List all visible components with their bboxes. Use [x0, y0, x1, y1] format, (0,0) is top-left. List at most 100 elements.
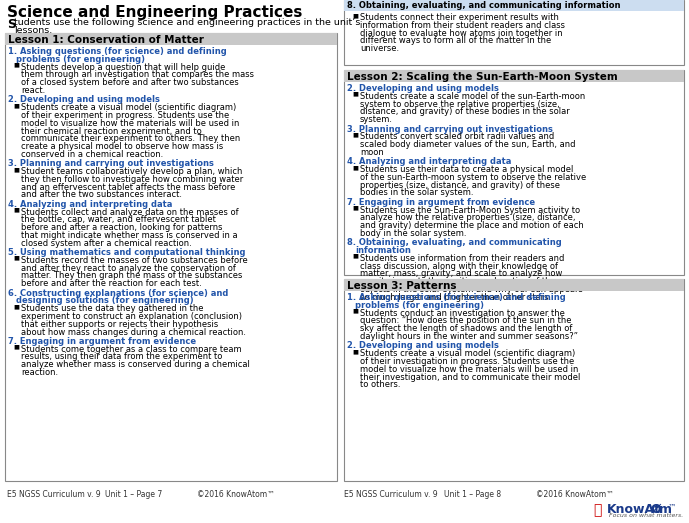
Text: ■: ■	[352, 206, 358, 210]
Text: Students convert scaled orbit radii values and: Students convert scaled orbit radii valu…	[360, 132, 554, 141]
Text: so much larger and brighter than other stars.: so much larger and brighter than other s…	[360, 293, 551, 302]
Text: create a physical model to observe how mass is: create a physical model to observe how m…	[21, 142, 223, 151]
Text: 6. Constructing explanations (for science) and: 6. Constructing explanations (for scienc…	[8, 289, 228, 298]
Text: gravity impacts the position and motion of the: gravity impacts the position and motion …	[360, 277, 556, 286]
Text: problems (for engineering): problems (for engineering)	[16, 55, 145, 64]
Text: and an effervescent tablet affects the mass before: and an effervescent tablet affects the m…	[21, 183, 236, 191]
Text: matter, mass, gravity, and scale to analyze how: matter, mass, gravity, and scale to anal…	[360, 269, 562, 278]
Text: 7. Engaging in argument from evidence: 7. Engaging in argument from evidence	[347, 198, 535, 207]
Text: Science and Engineering Practices: Science and Engineering Practices	[7, 5, 302, 20]
Text: S: S	[7, 18, 16, 31]
Text: 8. Obtaining, evaluating, and communicating: 8. Obtaining, evaluating, and communicat…	[347, 238, 562, 247]
Text: about how mass changes during a chemical reaction.: about how mass changes during a chemical…	[21, 327, 246, 336]
Text: of a closed system before and after two substances: of a closed system before and after two …	[21, 78, 239, 87]
Text: ©2016 KnowAtom™: ©2016 KnowAtom™	[197, 490, 275, 499]
Text: react.: react.	[21, 86, 45, 95]
Text: 8. Obtaining, evaluating, and communicating information: 8. Obtaining, evaluating, and communicat…	[347, 2, 621, 10]
Text: the bottle, cap, water, and effervescent tablet: the bottle, cap, water, and effervescent…	[21, 215, 216, 224]
Text: analyze whether mass is conserved during a chemical: analyze whether mass is conserved during…	[21, 360, 250, 369]
Text: moon: moon	[360, 148, 384, 157]
Text: ■: ■	[13, 304, 19, 309]
Text: Students collect and analyze data on the masses of: Students collect and analyze data on the…	[21, 208, 238, 217]
Text: Students use the Sun-Earth-Moon System activity to: Students use the Sun-Earth-Moon System a…	[360, 206, 580, 214]
Text: ■: ■	[352, 92, 358, 97]
Text: scaled body diameter values of the sun, Earth, and: scaled body diameter values of the sun, …	[360, 140, 575, 149]
Text: of their investigation in progress. Students use the: of their investigation in progress. Stud…	[360, 357, 574, 366]
Text: body in the solar system.: body in the solar system.	[360, 229, 466, 238]
Text: Unit 1 – Page 8: Unit 1 – Page 8	[444, 490, 501, 499]
Text: ■: ■	[13, 167, 19, 172]
Text: 2. Developing and using models: 2. Developing and using models	[8, 95, 160, 104]
Text: ■: ■	[352, 349, 358, 354]
Text: they then follow to investigate how combining water: they then follow to investigate how comb…	[21, 175, 243, 184]
Text: Lesson 3: Patterns: Lesson 3: Patterns	[347, 281, 457, 291]
Text: 1. Asking questions (for science) and defining: 1. Asking questions (for science) and de…	[347, 293, 566, 302]
Text: ■: ■	[352, 254, 358, 259]
Text: Lesson 1: Conservation of Matter: Lesson 1: Conservation of Matter	[8, 35, 204, 45]
Text: information: information	[355, 246, 411, 255]
Text: that might indicate whether mass is conserved in a: that might indicate whether mass is cons…	[21, 231, 238, 240]
Text: different ways to form all of the matter in the: different ways to form all of the matter…	[360, 37, 551, 46]
Text: problems (for engineering): problems (for engineering)	[355, 301, 484, 310]
Text: experiment to construct an explanation (conclusion): experiment to construct an explanation (…	[21, 312, 242, 321]
Text: distance, and gravity) of these bodies in the solar: distance, and gravity) of these bodies i…	[360, 107, 570, 117]
Text: 4. Analyzing and interpreting data: 4. Analyzing and interpreting data	[8, 200, 172, 209]
Text: model to visualize how the materials will be used in: model to visualize how the materials wil…	[21, 119, 239, 128]
Text: bodies in the solar system.: bodies in the solar system.	[360, 188, 473, 197]
Text: and after the two substances interact.: and after the two substances interact.	[21, 190, 182, 199]
Text: lessons.: lessons.	[14, 26, 52, 35]
Text: E5 NGSS Curriculum v. 9: E5 NGSS Curriculum v. 9	[344, 490, 438, 499]
Text: ■: ■	[352, 165, 358, 170]
Text: question: “How does the position of the sun in the: question: “How does the position of the …	[360, 316, 571, 325]
Text: 🍎: 🍎	[593, 503, 601, 517]
Text: Students create a scale model of the sun-Earth-moon: Students create a scale model of the sun…	[360, 92, 585, 101]
Text: and after they react to analyze the conservation of: and after they react to analyze the cons…	[21, 264, 236, 272]
Text: ■: ■	[352, 13, 358, 18]
Text: Students record the masses of two substances before: Students record the masses of two substa…	[21, 256, 248, 265]
Text: ■: ■	[352, 309, 358, 314]
Text: their chemical reaction experiment, and to: their chemical reaction experiment, and …	[21, 127, 202, 135]
Text: 3. Planning and carrying out investigations: 3. Planning and carrying out investigati…	[8, 159, 214, 168]
Text: that either supports or rejects their hypothesis: that either supports or rejects their hy…	[21, 320, 218, 328]
Bar	[344, 0, 684, 65]
Text: 2. Developing and using models: 2. Developing and using models	[347, 84, 499, 93]
Text: Students conduct an investigation to answer the: Students conduct an investigation to ans…	[360, 309, 565, 317]
Text: Students use information from their readers and: Students use information from their read…	[360, 254, 564, 263]
Text: ■: ■	[13, 63, 19, 67]
Text: Students develop a question that will help guide: Students develop a question that will he…	[21, 63, 225, 72]
Text: Lesson 2: Scaling the Sun-Earth-Moon System: Lesson 2: Scaling the Sun-Earth-Moon Sys…	[347, 72, 618, 82]
Text: ™: ™	[668, 503, 677, 512]
Text: communicate their experiment to others. They then: communicate their experiment to others. …	[21, 134, 240, 143]
Text: system to observe the relative properties (size,: system to observe the relative propertie…	[360, 99, 559, 109]
Text: information from their student readers and class: information from their student readers a…	[360, 21, 565, 30]
Text: results, using their data from the experiment to: results, using their data from the exper…	[21, 353, 223, 361]
Text: properties (size, distance, and gravity) of these: properties (size, distance, and gravity)…	[360, 180, 560, 190]
Text: dialogue to evaluate how atoms join together in: dialogue to evaluate how atoms join toge…	[360, 29, 563, 38]
Text: daylight hours in the winter and summer seasons?”: daylight hours in the winter and summer …	[360, 332, 578, 341]
Text: reaction.: reaction.	[21, 368, 58, 377]
Text: 1. Asking questions (for science) and defining: 1. Asking questions (for science) and de…	[8, 47, 227, 56]
Text: Students create a visual model (scientific diagram): Students create a visual model (scientif…	[21, 103, 236, 112]
Text: sky affect the length of shadows and the length of: sky affect the length of shadows and the…	[360, 324, 573, 333]
Text: 4. Analyzing and interpreting data: 4. Analyzing and interpreting data	[347, 157, 511, 166]
Text: to others.: to others.	[360, 380, 400, 389]
Text: model to visualize how the materials will be used in: model to visualize how the materials wil…	[360, 365, 578, 374]
Text: of the sun-Earth-moon system to observe the relative: of the sun-Earth-moon system to observe …	[360, 173, 586, 182]
Bar	[5, 33, 337, 481]
Text: their investigation, and to communicate their model: their investigation, and to communicate …	[360, 372, 580, 381]
Text: Students come together as a class to compare team: Students come together as a class to com…	[21, 345, 242, 354]
Text: m: m	[659, 503, 672, 516]
Text: matter. They then graph the mass of the substances: matter. They then graph the mass of the …	[21, 271, 243, 280]
Text: Students connect their experiment results with: Students connect their experiment result…	[360, 13, 559, 22]
Bar	[344, 279, 684, 291]
Text: ■: ■	[13, 103, 19, 108]
Text: analyze how the relative properties (size, distance,: analyze how the relative properties (siz…	[360, 213, 575, 222]
Text: Students use the data they gathered in the: Students use the data they gathered in t…	[21, 304, 203, 313]
Text: Students use their data to create a physical model: Students use their data to create a phys…	[360, 165, 573, 174]
Text: class discussion, along with their knowledge of: class discussion, along with their knowl…	[360, 262, 558, 270]
Text: ■: ■	[13, 345, 19, 349]
Text: universe.: universe.	[360, 44, 399, 53]
Text: of their experiment in progress. Students use the: of their experiment in progress. Student…	[21, 111, 229, 120]
Text: 5. Using mathematics and computational thinking: 5. Using mathematics and computational t…	[8, 248, 245, 257]
Text: Ø: Ø	[651, 503, 661, 516]
